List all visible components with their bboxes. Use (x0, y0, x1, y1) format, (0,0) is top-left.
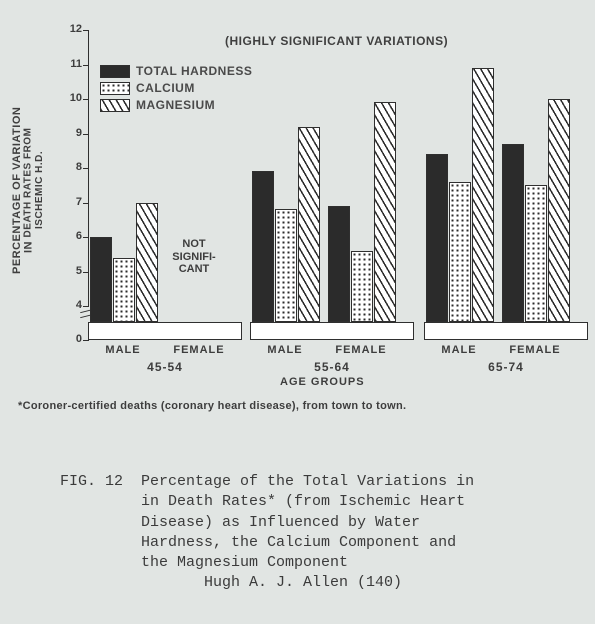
y-tick-label: 12 (64, 23, 82, 35)
caption-line-0: Percentage of the Total Variations in (141, 473, 474, 490)
y-tick-label: 6 (64, 230, 82, 242)
y-axis-line-lower (88, 322, 89, 340)
not-significant-label: NOT SIGNIFI- CANT (164, 238, 224, 276)
y-tick-label: 10 (64, 92, 82, 104)
y-tick-label: 0 (64, 333, 82, 345)
figure-caption: FIG. 12 Percentage of the Total Variatio… (60, 472, 474, 594)
footnote: *Coroner-certified deaths (coronary hear… (18, 400, 406, 412)
y-axis-title: PERCENTAGE OF VARIATION IN DEATH RATES F… (12, 100, 26, 280)
y-tick-mark (83, 99, 89, 100)
plot-area: 0456789101112MALEFEMALEMALEFEMALEMALEFEM… (68, 30, 568, 340)
figure-number: FIG. 12 (60, 473, 123, 490)
y-tick-mark (83, 340, 89, 341)
y-tick-mark (83, 65, 89, 66)
bar-magnes (136, 203, 158, 323)
sex-label: MALE (86, 344, 160, 356)
sex-label: MALE (248, 344, 322, 356)
caption-line-1: in Death Rates* (from Ischemic Heart (141, 493, 465, 510)
y-tick-mark (83, 134, 89, 135)
bar-total (328, 206, 350, 322)
y-tick-mark (83, 237, 89, 238)
caption-line-5: Hugh A. J. Allen (140) (141, 574, 402, 591)
y-tick-mark (83, 272, 89, 273)
bar-total (252, 171, 274, 322)
y-tick-label: 4 (64, 299, 82, 311)
y-tick-mark (83, 203, 89, 204)
bar-magnes (472, 68, 494, 322)
caption-line-2: Disease) as Influenced by Water (141, 514, 420, 531)
age-group-label: 55-64 (262, 360, 402, 374)
y-tick-mark (83, 306, 89, 307)
bar-calcium (113, 258, 135, 322)
bar-calcium (275, 209, 297, 322)
y-tick-label: 8 (64, 161, 82, 173)
bar-magnes (374, 102, 396, 322)
age-group-label: 45-54 (100, 360, 230, 374)
y-axis-title-line2: DEATH RATES FROM ISCHEMIC H.D. (23, 127, 46, 237)
not-significant-line2: SIGNIFI- (172, 251, 215, 263)
y-tick-mark (83, 30, 89, 31)
baseline-band (424, 322, 588, 340)
baseline-band (250, 322, 414, 340)
age-group-label: 65-74 (436, 360, 576, 374)
y-tick-label: 9 (64, 127, 82, 139)
bar-calcium (525, 185, 547, 322)
bar-magnes (298, 127, 320, 322)
bar-magnes (548, 99, 570, 322)
y-tick-label: 7 (64, 196, 82, 208)
not-significant-line3: CANT (179, 263, 210, 275)
sex-label: FEMALE (498, 344, 572, 356)
bar-total (90, 237, 112, 322)
caption-line-3: Hardness, the Calcium Component and (141, 534, 456, 551)
y-tick-label: 11 (64, 58, 82, 70)
sex-label: FEMALE (162, 344, 236, 356)
caption-line-4: the Magnesium Component (141, 554, 348, 571)
bar-calcium (449, 182, 471, 322)
sex-label: FEMALE (324, 344, 398, 356)
y-tick-label: 5 (64, 265, 82, 277)
y-tick-mark (83, 168, 89, 169)
not-significant-line1: NOT (182, 238, 205, 250)
bar-calcium (351, 251, 373, 322)
bar-total (502, 144, 524, 322)
x-axis-caption: AGE GROUPS (280, 376, 365, 388)
figure-page: { "meta": { "figure_number": "FIG. 12", … (0, 0, 595, 624)
sex-label: MALE (422, 344, 496, 356)
baseline-band (88, 322, 242, 340)
bar-total (426, 154, 448, 322)
